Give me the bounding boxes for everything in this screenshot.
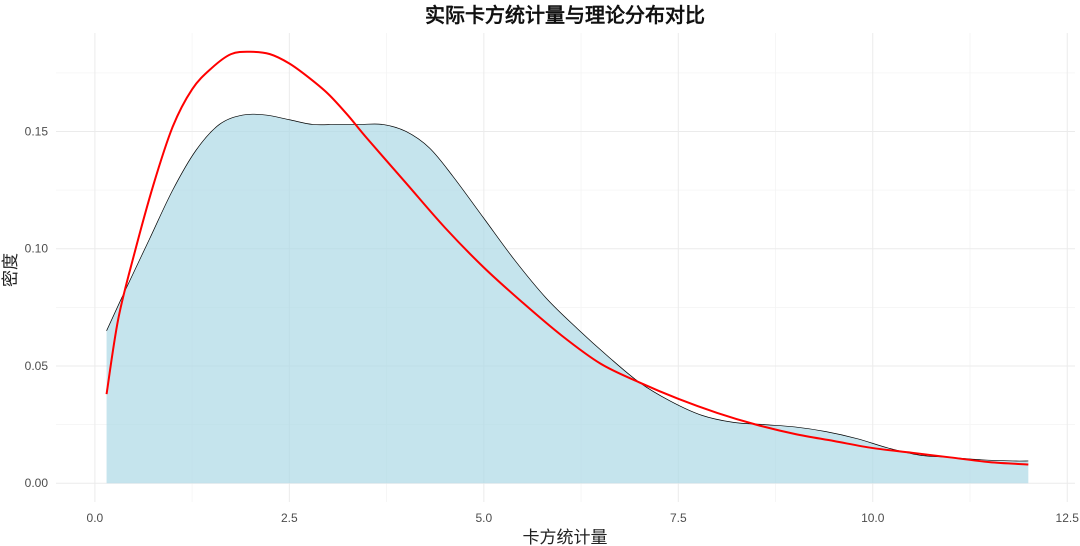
y-tick-label: 0.05 (25, 359, 49, 373)
x-tick-label: 0.0 (87, 511, 104, 525)
y-axis-title: 密度 (1, 253, 21, 287)
x-axis-title: 卡方统计量 (523, 528, 608, 546)
x-tick-label: 10.0 (861, 511, 885, 525)
series-layer (105, 50, 1029, 484)
x-tick-label: 2.5 (281, 511, 298, 525)
density-area-fill (106, 114, 1029, 484)
x-tick-label: 7.5 (670, 511, 687, 525)
y-tick-label: 0.00 (25, 476, 49, 490)
x-tick-label: 12.5 (1056, 511, 1080, 525)
tick-labels: 0.0 2.5 5.0 7.5 10.0 12.5 0.00 0.05 0.10 0.15 (25, 124, 1080, 525)
y-tick-label: 0.15 (25, 124, 49, 138)
x-tick-label: 5.0 (475, 511, 492, 525)
density-outline (106, 113, 1029, 462)
chart-title: 实际卡方统计量与理论分布对比 (425, 3, 705, 27)
theoretical-distribution-line (105, 50, 1029, 466)
y-tick-label: 0.10 (25, 242, 49, 256)
